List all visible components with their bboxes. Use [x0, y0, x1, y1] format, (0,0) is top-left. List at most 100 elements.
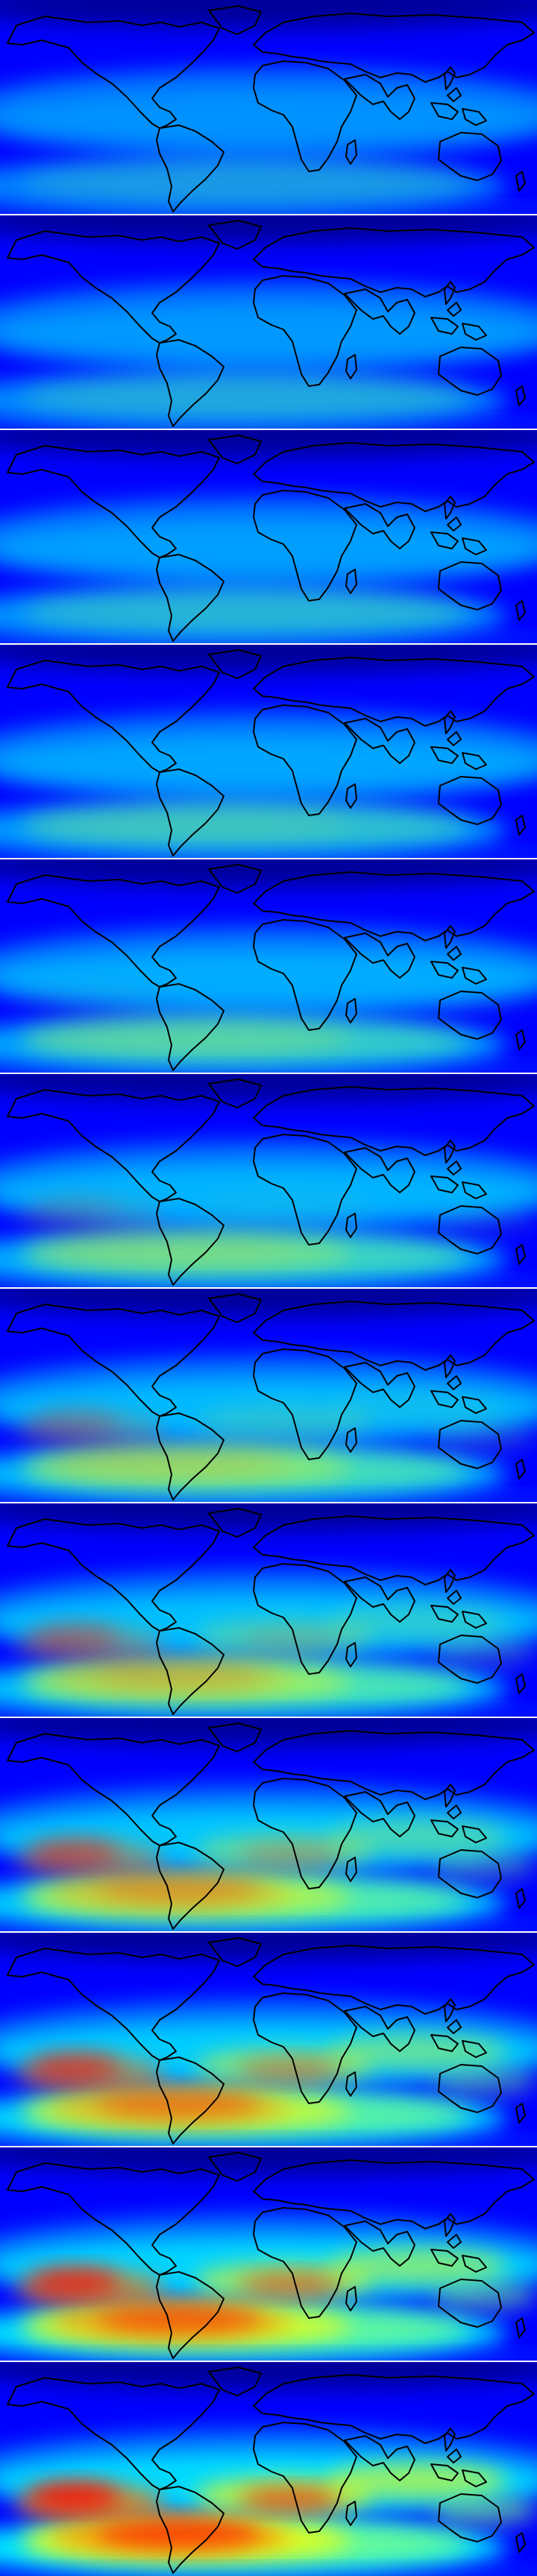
field-blob — [194, 1404, 373, 1440]
coastline — [444, 1784, 456, 1808]
field-blob — [0, 215, 537, 243]
coastline — [344, 932, 415, 979]
field-blob — [0, 2147, 537, 2175]
field-blob — [0, 1288, 537, 1316]
coastlines — [7, 1293, 535, 1500]
coastline — [156, 339, 224, 427]
coastline — [253, 1348, 357, 1460]
coastline — [208, 2152, 262, 2182]
field-blob — [0, 634, 537, 644]
coastline — [462, 1611, 487, 1629]
field-blob — [433, 2496, 537, 2525]
coastline — [430, 746, 459, 764]
field-map — [0, 0, 537, 215]
field-blob — [328, 2033, 507, 2069]
coastline — [345, 1642, 357, 1667]
coastline — [447, 2234, 462, 2249]
coastline — [462, 967, 487, 985]
field-blob — [328, 2463, 507, 2498]
coastline — [253, 704, 357, 816]
coastline — [345, 1857, 357, 1882]
field-blob — [239, 1843, 343, 1867]
coastline — [156, 2486, 224, 2574]
field-blob — [30, 2267, 119, 2294]
field-blob — [0, 1064, 537, 1073]
coastline — [444, 710, 456, 734]
field-blob — [433, 1208, 537, 1237]
coastline — [462, 323, 487, 341]
coastline — [156, 768, 224, 856]
coastline — [462, 2255, 487, 2273]
map-panel — [0, 1503, 537, 1717]
map-panel — [0, 215, 537, 429]
coastlines — [7, 435, 535, 642]
coastlines — [7, 220, 535, 427]
field-blob — [0, 1932, 537, 1960]
coastline — [208, 1723, 262, 1752]
coastlines — [7, 864, 535, 1071]
coastline — [7, 1304, 220, 1417]
map-panel — [0, 644, 537, 859]
field-map — [0, 215, 537, 429]
field-blob — [0, 2361, 537, 2390]
coastline — [345, 2501, 357, 2526]
coastline — [253, 871, 535, 941]
coastline — [515, 1029, 526, 1050]
coastline — [7, 2162, 220, 2276]
coastlines — [7, 1508, 535, 1715]
coastline — [344, 74, 415, 120]
coastline — [430, 1175, 459, 1193]
field-blob — [30, 2482, 119, 2509]
coastline — [208, 1293, 262, 1323]
coastline — [462, 1181, 487, 1199]
coastline — [430, 1819, 459, 1837]
field-blob — [0, 1493, 537, 1503]
coastline — [253, 2207, 357, 2319]
field-blob — [97, 2303, 261, 2333]
coastline — [515, 2317, 526, 2338]
coastline — [253, 2159, 535, 2229]
field-blob — [97, 2518, 261, 2548]
field-blob — [239, 2273, 343, 2296]
coastline — [208, 1079, 262, 1108]
coastlines — [7, 2152, 535, 2359]
field-blob — [0, 420, 537, 429]
coastline — [438, 1205, 502, 1254]
coastline — [7, 1518, 220, 1632]
coastline — [515, 385, 526, 406]
coastline — [344, 288, 415, 335]
coastline — [253, 1301, 535, 1371]
coastline — [430, 1390, 459, 1408]
coastline — [430, 317, 459, 335]
coastline — [438, 2493, 502, 2542]
coastline — [447, 731, 462, 746]
field-map — [0, 1932, 537, 2147]
coastline — [345, 998, 357, 1023]
field-map — [0, 1717, 537, 1932]
field-blob — [30, 1838, 119, 1865]
coastline — [344, 1362, 415, 1408]
map-panel — [0, 2361, 537, 2576]
field-blob — [97, 1445, 261, 1474]
map-panel — [0, 2147, 537, 2361]
coastline — [438, 1635, 502, 1684]
panel-separator — [0, 214, 537, 215]
coastline — [447, 517, 462, 531]
coastline — [208, 1937, 262, 1967]
coastline — [345, 783, 357, 809]
coastline — [208, 864, 262, 894]
coastline — [156, 1842, 224, 1930]
coastline — [253, 1730, 535, 1800]
coastlines — [7, 649, 535, 856]
field-blob — [0, 859, 537, 887]
coastline — [438, 132, 502, 181]
coastline — [345, 569, 357, 594]
coastlines — [7, 1723, 535, 1930]
coastline — [156, 2056, 224, 2144]
field-map — [0, 644, 537, 859]
field-blob — [0, 1073, 537, 1102]
coastline — [515, 1459, 526, 1480]
coastline — [515, 1244, 526, 1265]
coastline — [253, 13, 535, 83]
coastline — [7, 660, 220, 773]
